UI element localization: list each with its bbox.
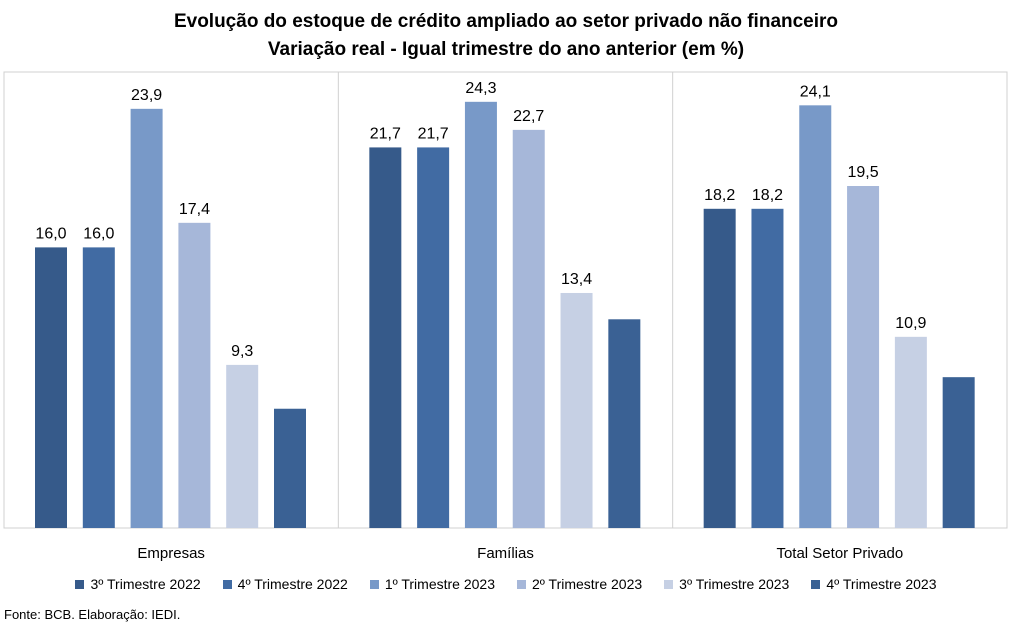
- chart-title-line2: Variação real - Igual trimestre do ano a…: [267, 39, 745, 60]
- bar: [560, 292, 593, 528]
- source-note: Fonte: BCB. Elaboração: IEDI.: [4, 607, 181, 622]
- data-label: 23,9: [131, 87, 162, 104]
- legend-item: 4º Trimestre 2023: [811, 576, 937, 592]
- bar: [703, 208, 736, 529]
- legend-item: 2º Trimestre 2023: [517, 576, 642, 592]
- legend-label: 2º Trimestre 2023: [532, 576, 643, 592]
- legend-label: 3º Trimestre 2023: [679, 576, 790, 592]
- bar: [369, 147, 402, 528]
- data-label: 9,3: [231, 343, 253, 360]
- legend-swatch: [75, 579, 85, 589]
- data-label: 22,7: [513, 108, 544, 125]
- bar: [274, 408, 306, 528]
- legend-label: 4º Trimestre 2022: [237, 576, 348, 592]
- bar: [417, 147, 450, 528]
- bar: [894, 336, 927, 528]
- bar: [130, 108, 163, 528]
- bar: [512, 129, 545, 528]
- legend-swatch: [664, 579, 674, 589]
- data-label: 16,0: [35, 225, 66, 242]
- category-label: Empresas: [137, 545, 205, 562]
- data-label: 18,2: [704, 187, 735, 204]
- bar: [35, 247, 67, 528]
- legend-swatch: [517, 579, 526, 589]
- plot-area: [3, 71, 1008, 529]
- bar: [942, 377, 975, 528]
- data-label: 10,9: [895, 315, 926, 332]
- bar: [226, 364, 259, 528]
- legend-item: 3º Trimestre 2023: [664, 576, 789, 592]
- category-label: Total Setor Privado: [776, 545, 903, 562]
- bar: [178, 222, 211, 529]
- data-label: 21,7: [370, 125, 401, 142]
- data-label: 21,7: [418, 125, 449, 142]
- category-label: Famílias: [477, 545, 534, 562]
- data-label: 24,3: [465, 80, 496, 97]
- legend-label: 4º Trimestre 2023: [826, 576, 937, 592]
- chart-title: Evolução do estoque de crédito ampliado …: [0, 8, 1012, 64]
- legend-label: 3º Trimestre 2022: [90, 576, 201, 592]
- data-label: 24,1: [800, 83, 831, 100]
- legend-swatch: [811, 579, 821, 589]
- bar: [799, 105, 832, 529]
- legend-swatch: [222, 579, 232, 589]
- data-label: 18,2: [752, 187, 783, 204]
- chart-title-line1: Evolução do estoque de crédito ampliado …: [173, 11, 839, 32]
- bar: [751, 208, 784, 529]
- data-label: 16,0: [83, 225, 114, 242]
- bar: [464, 101, 497, 529]
- data-label: 13,4: [561, 271, 592, 288]
- bar: [847, 186, 880, 528]
- data-label: 19,5: [847, 164, 878, 181]
- legend-item: 3º Trimestre 2022: [75, 576, 201, 592]
- legend: 3º Trimestre 2022 4º Trimestre 2022 1º Tri…: [0, 576, 1012, 592]
- bar: [82, 247, 115, 528]
- data-label: 17,4: [179, 201, 210, 218]
- legend-item: 1º Trimestre 2023: [369, 576, 495, 592]
- legend-label: 1º Trimestre 2023: [384, 576, 495, 592]
- legend-item: 4º Trimestre 2022: [222, 576, 348, 592]
- bar: [608, 319, 641, 528]
- legend-swatch: [369, 579, 379, 589]
